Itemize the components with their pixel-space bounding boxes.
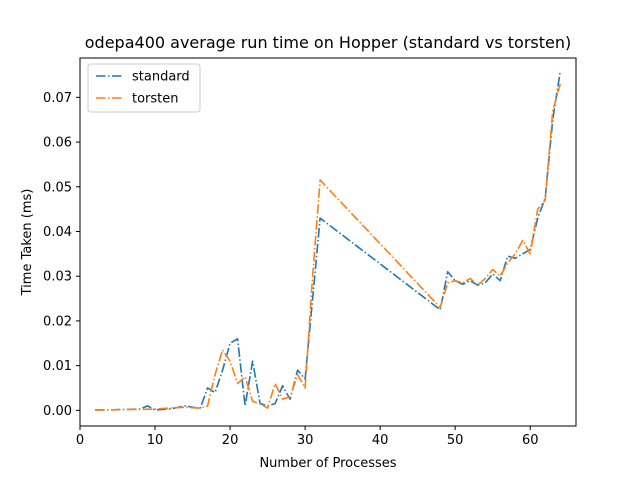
y-axis: 0.00 0.01 0.02 0.03 0.04 0.05 0.06 0.07 bbox=[43, 91, 80, 419]
y-tick-label: 0.05 bbox=[43, 180, 72, 195]
y-tick-label: 0.07 bbox=[43, 91, 72, 106]
plot-frame bbox=[79, 57, 577, 427]
legend: standard torsten bbox=[87, 63, 201, 113]
x-tick-label: 10 bbox=[147, 433, 164, 448]
x-tick-label: 40 bbox=[372, 433, 389, 448]
x-tick-label: 60 bbox=[522, 433, 539, 448]
y-tick-label: 0.02 bbox=[43, 314, 72, 329]
plot-area bbox=[95, 71, 562, 411]
legend-label-torsten: torsten bbox=[132, 92, 179, 107]
x-axis: 0 10 20 30 40 50 60 bbox=[76, 426, 539, 448]
y-tick-label: 0.00 bbox=[43, 404, 72, 419]
x-tick-label: 50 bbox=[447, 433, 464, 448]
x-tick-label: 30 bbox=[297, 433, 314, 448]
y-axis-label: Time Taken (ms) bbox=[20, 189, 35, 297]
x-tick-label: 0 bbox=[76, 433, 84, 448]
y-tick-label: 0.06 bbox=[43, 136, 72, 151]
series-line-torsten bbox=[95, 83, 562, 411]
y-tick-label: 0.04 bbox=[43, 225, 72, 240]
y-tick-label: 0.03 bbox=[43, 270, 72, 285]
legend-label-standard: standard bbox=[132, 70, 190, 85]
series-line-standard bbox=[95, 71, 562, 411]
x-tick-label: 20 bbox=[222, 433, 239, 448]
y-tick-label: 0.01 bbox=[43, 359, 72, 374]
x-axis-label: Number of Processes bbox=[259, 456, 396, 471]
chart-title: odepa400 average run time on Hopper (sta… bbox=[85, 33, 571, 52]
